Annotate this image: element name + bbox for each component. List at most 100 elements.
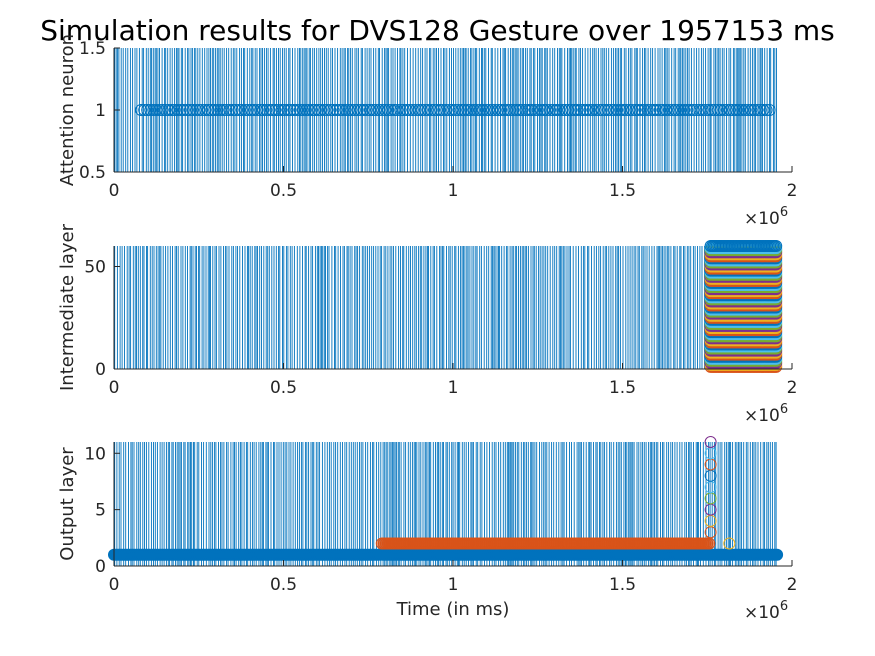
data-point bbox=[406, 104, 419, 116]
data-point bbox=[565, 104, 578, 116]
data-point bbox=[458, 104, 471, 116]
data-point bbox=[391, 104, 404, 116]
data-point bbox=[379, 104, 392, 116]
data-point bbox=[714, 104, 727, 116]
x-tick-label: 1 bbox=[448, 378, 459, 398]
data-point bbox=[263, 104, 276, 116]
data-point bbox=[363, 104, 376, 116]
data-point bbox=[623, 104, 636, 116]
data-point bbox=[275, 104, 288, 116]
data-point bbox=[510, 104, 523, 116]
data-point bbox=[278, 104, 291, 116]
data-point bbox=[476, 104, 489, 116]
data-point bbox=[556, 104, 569, 116]
data-point bbox=[592, 104, 605, 116]
data-point bbox=[254, 104, 267, 116]
data-point bbox=[202, 104, 215, 116]
data-point bbox=[330, 104, 343, 116]
spike-train-intermediate bbox=[114, 246, 778, 369]
data-point bbox=[144, 104, 157, 116]
data-point bbox=[681, 104, 694, 116]
data-point bbox=[370, 104, 382, 116]
data-point bbox=[235, 104, 248, 116]
data-point bbox=[647, 104, 660, 116]
data-point bbox=[425, 104, 437, 116]
data-point bbox=[568, 104, 581, 116]
data-point bbox=[763, 104, 776, 116]
data-point bbox=[559, 104, 572, 116]
data-point bbox=[605, 104, 617, 116]
data-point bbox=[534, 104, 547, 116]
x-tick-label: 1 bbox=[448, 575, 459, 595]
data-point bbox=[220, 104, 233, 116]
data-point bbox=[620, 104, 633, 116]
data-point bbox=[662, 104, 675, 116]
data-point bbox=[299, 104, 312, 116]
data-point bbox=[373, 104, 386, 116]
data-point bbox=[748, 104, 761, 116]
data-point bbox=[180, 104, 193, 116]
data-point bbox=[238, 104, 251, 116]
data-point bbox=[641, 104, 654, 116]
data-point bbox=[251, 104, 264, 116]
data-point bbox=[498, 104, 511, 116]
x-tick-label: 1 bbox=[448, 181, 459, 201]
x-exponent-label: ×106 bbox=[744, 599, 788, 623]
data-point bbox=[266, 104, 279, 116]
data-point bbox=[403, 104, 416, 116]
y-axis-label: Intermediate layer bbox=[57, 223, 78, 391]
data-point bbox=[733, 104, 746, 116]
data-point bbox=[537, 104, 550, 116]
data-point bbox=[293, 104, 306, 116]
data-point bbox=[333, 104, 346, 116]
data-point bbox=[449, 104, 462, 116]
data-point bbox=[272, 104, 285, 116]
data-point bbox=[199, 104, 212, 116]
data-point bbox=[519, 104, 532, 116]
data-point bbox=[562, 104, 575, 116]
data-point bbox=[687, 104, 700, 116]
data-point bbox=[720, 104, 733, 116]
data-point bbox=[492, 104, 505, 116]
data-point bbox=[717, 104, 730, 116]
data-point bbox=[376, 104, 389, 116]
data-point bbox=[611, 104, 624, 116]
data-point bbox=[211, 104, 224, 116]
data-point bbox=[644, 104, 657, 116]
data-point bbox=[327, 104, 340, 116]
data-point bbox=[284, 104, 297, 116]
data-point bbox=[540, 104, 553, 116]
data-point bbox=[501, 104, 514, 116]
data-point bbox=[360, 104, 373, 116]
y-tick-label: 1 bbox=[95, 101, 106, 121]
data-point bbox=[174, 104, 187, 116]
y-axis-label: Output layer bbox=[57, 447, 78, 561]
data-point bbox=[290, 104, 303, 116]
data-point bbox=[544, 104, 556, 116]
data-point bbox=[415, 104, 428, 116]
data-point bbox=[653, 104, 666, 116]
data-point bbox=[513, 104, 526, 116]
data-point bbox=[754, 104, 767, 116]
data-point bbox=[443, 104, 456, 116]
data-point bbox=[245, 104, 257, 116]
x-tick-label: 1.5 bbox=[609, 378, 636, 398]
data-point bbox=[745, 104, 758, 116]
intermediate-neuron-markers bbox=[704, 240, 783, 373]
data-point bbox=[193, 104, 206, 116]
data-point bbox=[736, 104, 749, 116]
data-point bbox=[428, 104, 440, 116]
data-point bbox=[367, 104, 379, 116]
figure-title: Simulation results for DVS128 Gesture ov… bbox=[40, 14, 835, 47]
data-point bbox=[412, 104, 425, 116]
data-point bbox=[159, 104, 172, 116]
x-tick-label: 0 bbox=[109, 575, 120, 595]
y-axis-label: Attention neuron bbox=[57, 34, 78, 186]
data-point bbox=[354, 104, 367, 116]
data-point bbox=[409, 104, 422, 116]
data-point bbox=[522, 104, 535, 116]
x-tick-label: 0 bbox=[109, 378, 120, 398]
data-point bbox=[531, 104, 544, 116]
data-point bbox=[739, 104, 752, 116]
